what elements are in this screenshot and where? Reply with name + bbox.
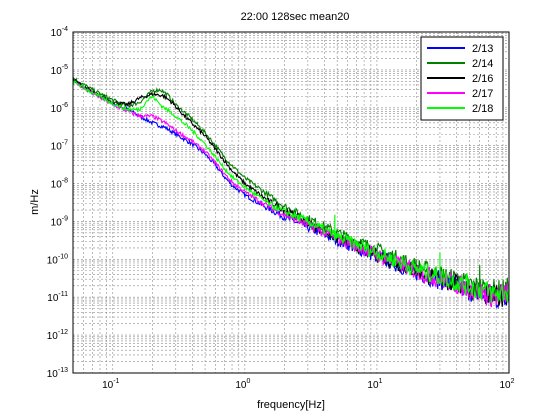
- y-tick-label: 10-9: [51, 215, 68, 228]
- legend-label: 2/13: [472, 43, 493, 55]
- legend-label: 2/18: [472, 103, 493, 115]
- x-tick-label: 102: [499, 378, 514, 391]
- y-tick-label: 10-11: [47, 291, 68, 304]
- chart-title: 22:00 128sec mean20: [241, 11, 350, 23]
- y-tick-label: 10-12: [47, 329, 68, 342]
- y-tick-label: 10-10: [47, 253, 68, 266]
- series-line-2-18: [72, 80, 510, 304]
- y-tick-label: 10-13: [47, 367, 68, 380]
- series-layer: [72, 76, 510, 310]
- y-tick-label: 10-5: [51, 64, 68, 77]
- y-tick-label: 10-4: [51, 26, 68, 39]
- legend: 2/13 2/14 2/16 2/17 2/18: [420, 36, 504, 121]
- y-tick-label: 10-8: [51, 178, 68, 191]
- y-tick-label: 10-7: [51, 140, 68, 153]
- y-axis-label: m/Hz: [29, 189, 41, 215]
- x-tick-label: 101: [367, 378, 382, 391]
- legend-label: 2/14: [472, 58, 493, 70]
- x-tick-label: 10-1: [102, 378, 119, 391]
- legend-label: 2/16: [472, 73, 493, 85]
- x-tick-label: 100: [235, 378, 250, 391]
- legend-label: 2/17: [472, 88, 493, 100]
- tick-labels: 10-13 10-12 10-11 10-10 10-9 10-8 10-7 10-6 10-5…: [47, 26, 515, 391]
- x-axis-label: frequency[Hz]: [257, 399, 325, 411]
- plot-frame: [72, 31, 510, 374]
- y-tick-label: 10-6: [51, 102, 68, 115]
